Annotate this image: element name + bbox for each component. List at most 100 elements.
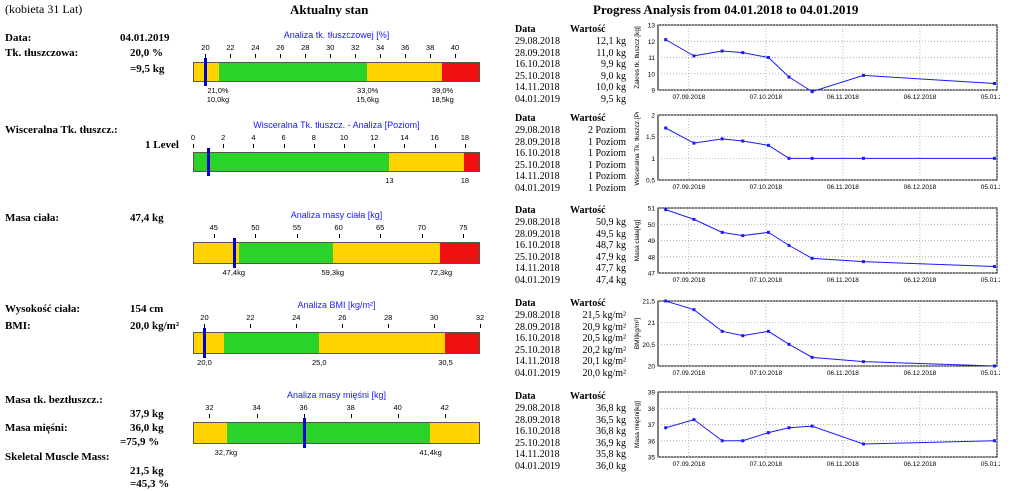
- chart-data-point: [664, 299, 668, 303]
- table-cell-date: 25.10.2018: [515, 159, 560, 171]
- gauge-tick-mark: [374, 144, 376, 148]
- chart-data-point: [720, 137, 724, 141]
- gauge-tick-mark: [342, 324, 344, 328]
- chart-x-tick-label: 06.12.2018: [904, 94, 937, 101]
- gauge-bar: [193, 62, 480, 82]
- table-cell-date: 25.10.2018: [515, 437, 560, 449]
- chart-data-point: [787, 243, 791, 247]
- gauge-tick-label: 36: [299, 403, 308, 412]
- chart-data-point: [787, 342, 791, 346]
- chart-y-tick-label: 51: [648, 206, 656, 213]
- gauge-tick-label: 2: [221, 133, 226, 142]
- chart-x-tick-label: 05.01.2019: [981, 94, 1000, 101]
- gauge-tick-label: 16: [430, 133, 439, 142]
- gauge-threshold-label: 13: [385, 176, 394, 185]
- table-cell-value: 20,5 kg/m²: [582, 333, 626, 345]
- date-label: Data:: [5, 32, 32, 44]
- gauge-tick-label: 60: [334, 223, 343, 232]
- chart-data-point: [692, 141, 696, 145]
- chart-data-point: [992, 265, 996, 268]
- chart-x-tick-label: 06.11.2018: [827, 370, 859, 377]
- chart-y-tick-label: 49: [648, 238, 656, 245]
- chart-y-tick-label: 50: [648, 222, 656, 229]
- chart-x-tick-label: 07.10.2018: [750, 184, 783, 191]
- person-info: (kobieta 31 Lat): [5, 2, 83, 16]
- gauge-tick-mark: [303, 414, 305, 418]
- chart-data-point: [766, 143, 770, 147]
- gauge-tick-label: 38: [425, 43, 435, 52]
- table-header-value: Wartość: [570, 205, 606, 216]
- table-cell-date: 04.01.2019: [515, 183, 560, 194]
- gauge-tick-mark: [350, 414, 352, 418]
- table-header-value: Wartość: [570, 24, 606, 35]
- table-header-date: Data: [515, 24, 536, 35]
- visc-label: Wisceralna Tk. tłuszcz.:: [5, 124, 118, 136]
- chart-x-tick-label: 06.12.2018: [904, 277, 937, 284]
- gauge-tick-label: 50: [251, 223, 260, 232]
- chart-y-tick-label: 13: [648, 23, 656, 30]
- progress-chart: 07.09.2018 07.10.2018 06.11.2018 06.12.2018…: [634, 390, 1000, 469]
- gauge-segment-green: [194, 153, 389, 171]
- gauge-tick-label: 40: [393, 403, 402, 412]
- table-cell-value: 36,9 kg: [596, 437, 626, 449]
- gauge-segment-red: [464, 153, 479, 171]
- chart-data-point: [810, 355, 814, 359]
- chart-data-point: [692, 308, 696, 312]
- chart-data-point: [810, 424, 814, 428]
- table-cell-date: 29.08.2018: [515, 310, 560, 321]
- chart-y-tick-label: 1,5: [646, 134, 655, 141]
- table-cell-date: 16.10.2018: [515, 148, 560, 160]
- chart-data-point: [992, 82, 996, 85]
- skeletal-label: Skeletal Muscle Mass:: [5, 451, 110, 463]
- gauge-tick-mark: [330, 54, 332, 58]
- chart-x-tick-label: 07.10.2018: [750, 277, 783, 284]
- gauge-value-marker: [232, 238, 236, 268]
- table-cell-date: 28.09.2018: [515, 414, 560, 426]
- gauge-tick-mark: [255, 234, 257, 238]
- table-cell-date: 14.11.2018: [515, 356, 560, 368]
- chart-data-point: [766, 230, 770, 234]
- table-cell-value: 9,5 kg: [601, 94, 626, 105]
- gauge-tick-mark: [230, 54, 232, 58]
- lean-value: 37,9 kg: [130, 408, 164, 420]
- chart-data-point: [720, 439, 724, 443]
- gauge-tick-label: 22: [226, 43, 235, 52]
- chart-y-axis-label: Zakres tk. tłuszcz.[kg]: [634, 26, 641, 89]
- chart-y-tick-label: 20: [648, 364, 656, 371]
- visc-value: 1 Level: [145, 139, 179, 151]
- chart-data-point: [741, 334, 745, 338]
- gauge-tick-mark: [455, 54, 457, 58]
- chart-data-point: [861, 73, 865, 77]
- chart-x-tick-label: 07.10.2018: [750, 461, 783, 468]
- table-cell-date: 25.10.2018: [515, 70, 560, 82]
- gauge-tick-mark: [209, 414, 211, 418]
- chart-data-point: [810, 156, 814, 160]
- chart-y-tick-label: 2: [651, 113, 655, 120]
- table-cell-value: 1 Poziom: [587, 171, 626, 183]
- chart-x-tick-label: 07.09.2018: [673, 184, 706, 191]
- chart-data-point: [664, 426, 668, 430]
- gauge-tick-mark: [205, 54, 207, 58]
- table-cell-value: 12,1 kg: [596, 36, 626, 47]
- table-header-date: Data: [515, 113, 536, 124]
- chart-data-point: [787, 156, 791, 160]
- table-cell-date: 04.01.2019: [515, 368, 560, 379]
- gauge-tick-label: 38: [346, 403, 355, 412]
- table-cell-value: 1 Poziom: [587, 183, 626, 194]
- table-cell-date: 25.10.2018: [515, 251, 560, 263]
- chart-y-tick-label: 11: [648, 55, 655, 62]
- chart-y-tick-label: 37: [648, 422, 656, 429]
- gauge-tick-mark: [255, 54, 257, 58]
- table-cell-date: 16.10.2018: [515, 333, 560, 345]
- gauge-title: Analiza masy ciała [kg]: [290, 210, 383, 220]
- chart-x-tick-label: 07.09.2018: [673, 370, 706, 377]
- gauge-value-marker: [204, 58, 208, 86]
- chart-data-point: [766, 329, 770, 333]
- gauge-tick-label: 45: [209, 223, 218, 232]
- table-cell-date: 14.11.2018: [515, 82, 560, 94]
- gauge-tick-label: 12: [370, 133, 379, 142]
- table-cell-value: 48,7 kg: [596, 240, 626, 252]
- table-cell-value: 36,8 kg: [596, 426, 626, 438]
- gauge-segment-green: [239, 243, 333, 263]
- chart-x-tick-label: 07.10.2018: [750, 370, 783, 377]
